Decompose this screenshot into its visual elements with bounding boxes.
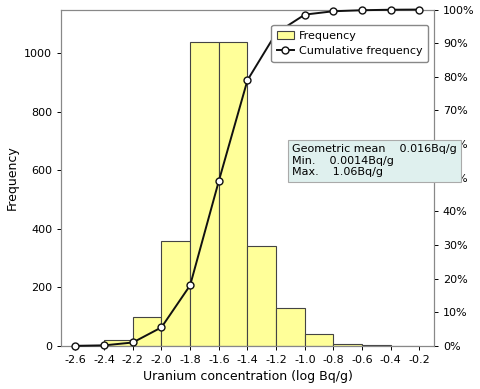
Bar — [219, 42, 248, 346]
Bar — [305, 334, 334, 346]
Legend: Frequency, Cumulative frequency: Frequency, Cumulative frequency — [271, 25, 428, 62]
Bar — [133, 317, 161, 346]
Text: Geometric mean    0.016Bq/g
Min.    0.0014Bq/g
Max.    1.06Bq/g: Geometric mean 0.016Bq/g Min. 0.0014Bq/g… — [292, 144, 457, 177]
Bar — [276, 308, 305, 346]
Bar — [362, 345, 391, 346]
Y-axis label: Frequency: Frequency — [6, 145, 19, 210]
Bar — [248, 247, 276, 346]
Bar — [161, 240, 190, 346]
Bar — [75, 345, 104, 346]
X-axis label: Uranium concentration (log Bq/g): Uranium concentration (log Bq/g) — [143, 370, 352, 384]
Bar — [104, 340, 133, 346]
Bar — [334, 343, 362, 346]
Bar — [190, 42, 219, 346]
